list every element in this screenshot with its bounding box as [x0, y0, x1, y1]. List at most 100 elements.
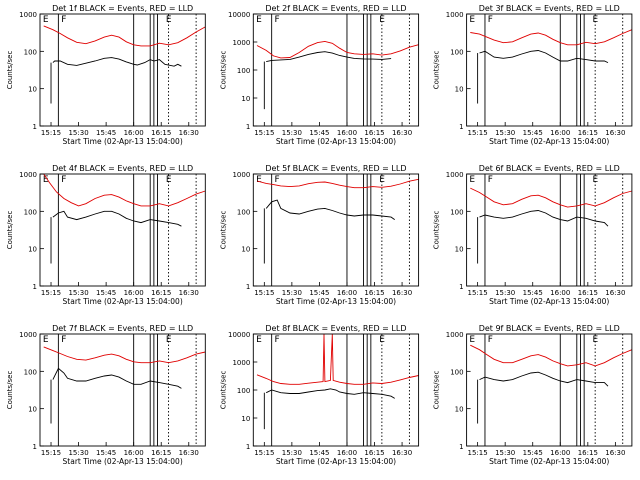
- y-tick-label: 100: [24, 48, 37, 56]
- panel-5: Det 5f BLACK = Events, RED = LLD 1 10 100 10…: [219, 164, 420, 306]
- flag-label: E: [592, 15, 598, 25]
- flag-label: F: [275, 335, 280, 345]
- y-tick-label: 10: [241, 95, 250, 103]
- x-tick-label: 15:30: [282, 289, 302, 297]
- panel-1: Det 1f BLACK = Events, RED = LLD 1 10 100 10…: [6, 4, 206, 146]
- flag-label: E: [166, 335, 172, 345]
- flag-label: E: [469, 335, 475, 345]
- x-tick-label: 15:15: [254, 129, 274, 137]
- series-events: [479, 371, 609, 387]
- x-axis-label: Start Time (02-Apr-13 15:04:00): [63, 137, 183, 146]
- panel-title: Det 9f BLACK = Events, RED = LLD: [479, 324, 620, 333]
- x-tick-label: 16:15: [578, 129, 598, 137]
- y-tick-label: 10: [28, 246, 37, 254]
- y-tick-label: 1: [459, 123, 463, 131]
- x-tick-label: 16:15: [578, 289, 598, 297]
- x-tick-label: 16:15: [364, 289, 384, 297]
- x-tick-label: 15:45: [96, 129, 116, 137]
- y-tick-label: 10: [455, 406, 464, 414]
- x-tick-label: 15:45: [523, 449, 543, 457]
- flag-label: E: [166, 15, 172, 25]
- series-events: [265, 199, 395, 220]
- x-tick-label: 16:30: [392, 449, 412, 457]
- panel-6: Det 6f BLACK = Events, RED = LLD 1 10 100 10…: [433, 164, 633, 306]
- flag-label: E: [379, 175, 385, 185]
- flag-label: E: [43, 175, 49, 185]
- panel-7: Det 7f BLACK = Events, RED = LLD 1 10 100 10…: [6, 324, 206, 466]
- flag-label: E: [43, 15, 49, 25]
- x-tick-label: 16:00: [550, 129, 570, 137]
- y-tick-label: 10000: [228, 331, 250, 339]
- series-events: [266, 388, 395, 399]
- x-tick-label: 15:30: [495, 129, 515, 137]
- flag-label: F: [488, 15, 493, 25]
- x-tick-label: 15:45: [96, 289, 116, 297]
- plot-frame: [466, 173, 633, 287]
- flag-label: E: [592, 335, 598, 345]
- y-tick-label: 1000: [19, 331, 37, 339]
- y-axis-label: Counts/sec: [219, 371, 227, 410]
- plot-frame: [252, 13, 420, 127]
- y-tick-label: 1: [246, 443, 250, 451]
- flag-label: E: [469, 15, 475, 25]
- x-tick-label: 16:30: [179, 129, 199, 137]
- y-tick-label: 1000: [446, 331, 464, 339]
- panel-title: Det 3f BLACK = Events, RED = LLD: [479, 4, 620, 13]
- y-tick-label: 1000: [446, 11, 464, 19]
- flag-label: F: [61, 175, 66, 185]
- flag-label: F: [488, 335, 493, 345]
- y-tick-label: 1: [33, 123, 37, 131]
- x-tick-label: 16:30: [605, 129, 625, 137]
- series-events: [266, 51, 392, 63]
- y-axis-label: Counts/sec: [433, 371, 441, 410]
- x-tick-label: 15:30: [68, 289, 88, 297]
- x-tick-label: 15:15: [468, 129, 488, 137]
- flag-label: F: [275, 15, 280, 25]
- x-tick-label: 16:15: [364, 129, 384, 137]
- series-lld: [470, 187, 633, 208]
- y-tick-label: 1000: [232, 171, 250, 179]
- x-tick-label: 15:15: [41, 289, 61, 297]
- x-axis-label: Start Time (02-Apr-13 15:04:00): [489, 137, 609, 146]
- flag-label: E: [256, 335, 262, 345]
- y-tick-label: 10: [28, 86, 37, 94]
- x-tick-label: 16:15: [151, 129, 171, 137]
- series-lld: [43, 173, 206, 207]
- x-tick-label: 15:30: [282, 449, 302, 457]
- plot-frame: [466, 13, 633, 127]
- flag-label: E: [592, 175, 598, 185]
- y-tick-label: 1000: [446, 171, 464, 179]
- x-tick-label: 15:15: [468, 449, 488, 457]
- panel-title: Det 5f BLACK = Events, RED = LLD: [265, 164, 406, 173]
- x-tick-label: 16:30: [179, 449, 199, 457]
- flag-label: E: [256, 175, 262, 185]
- y-tick-label: 10: [241, 415, 250, 423]
- x-tick-label: 16:00: [337, 289, 357, 297]
- y-tick-label: 1000: [19, 11, 37, 19]
- flag-label: E: [166, 175, 172, 185]
- y-tick-label: 1000: [232, 39, 250, 47]
- x-tick-label: 15:15: [254, 289, 274, 297]
- y-tick-label: 10000: [228, 11, 250, 19]
- flag-label: E: [379, 335, 385, 345]
- y-axis-label: Counts/sec: [219, 211, 227, 250]
- y-tick-label: 100: [450, 208, 463, 216]
- x-tick-label: 16:15: [151, 289, 171, 297]
- panel-title: Det 8f BLACK = Events, RED = LLD: [265, 324, 406, 333]
- y-tick-label: 1: [246, 283, 250, 291]
- panel-3: Det 3f BLACK = Events, RED = LLD 1 10 100 10…: [433, 4, 633, 146]
- flag-label: F: [61, 15, 66, 25]
- series-events: [52, 57, 182, 67]
- x-tick-label: 15:45: [96, 449, 116, 457]
- y-axis-label: Counts/sec: [6, 211, 14, 250]
- flag-label: F: [275, 175, 280, 185]
- x-axis-label: Start Time (02-Apr-13 15:04:00): [63, 297, 183, 306]
- panel-title: Det 2f BLACK = Events, RED = LLD: [265, 4, 406, 13]
- x-tick-label: 15:30: [495, 289, 515, 297]
- x-tick-label: 15:30: [68, 129, 88, 137]
- flag-label: F: [488, 175, 493, 185]
- flag-label: E: [43, 335, 49, 345]
- y-tick-label: 100: [450, 48, 463, 56]
- y-tick-label: 100: [237, 67, 250, 75]
- y-axis-label: Counts/sec: [433, 51, 441, 90]
